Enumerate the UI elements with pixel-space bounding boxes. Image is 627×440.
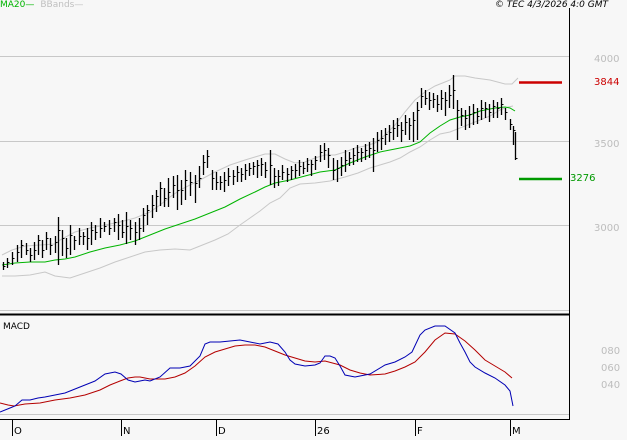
x-ticks [12, 420, 511, 436]
bbands-lower [2, 105, 514, 279]
macd-y-label-080: 080 [601, 346, 621, 357]
macd-line [0, 325, 514, 413]
macd-title: MACD [3, 322, 30, 332]
bbands-upper [1, 75, 519, 256]
support-label: 3276 [570, 173, 596, 184]
legend-bbands-swatch: — [74, 0, 84, 10]
x-label-nov: N [123, 426, 131, 437]
x-label-2026: 26 [317, 426, 330, 437]
x-label-oct: O [14, 426, 22, 437]
legend-ma20: MA20— [0, 0, 34, 10]
y-label-3500: 3500 [594, 139, 620, 150]
resistance-label: 3844 [594, 77, 620, 88]
legend: MA20— BBands— [0, 0, 83, 11]
y-label-4000: 4000 [594, 54, 620, 65]
copyright-timestamp: © TEC 4/3/2026 4:0 GMT [494, 0, 608, 10]
x-label-feb: F [417, 426, 423, 437]
ohlc-bars [2, 75, 518, 270]
x-label-dec: D [218, 426, 226, 437]
y-label-3000: 3000 [594, 223, 620, 234]
legend-bbands: BBands— [40, 0, 83, 10]
x-label-mar: M [512, 426, 521, 437]
legend-bbands-label: BBands [40, 0, 75, 10]
macd-signal-line [0, 332, 513, 407]
price-gridlines [0, 56, 569, 311]
macd-y-label-040: 040 [601, 380, 621, 391]
legend-ma20-swatch: — [25, 0, 35, 10]
legend-ma20-label: MA20 [0, 0, 26, 10]
macd-y-label-060: 060 [601, 363, 621, 374]
